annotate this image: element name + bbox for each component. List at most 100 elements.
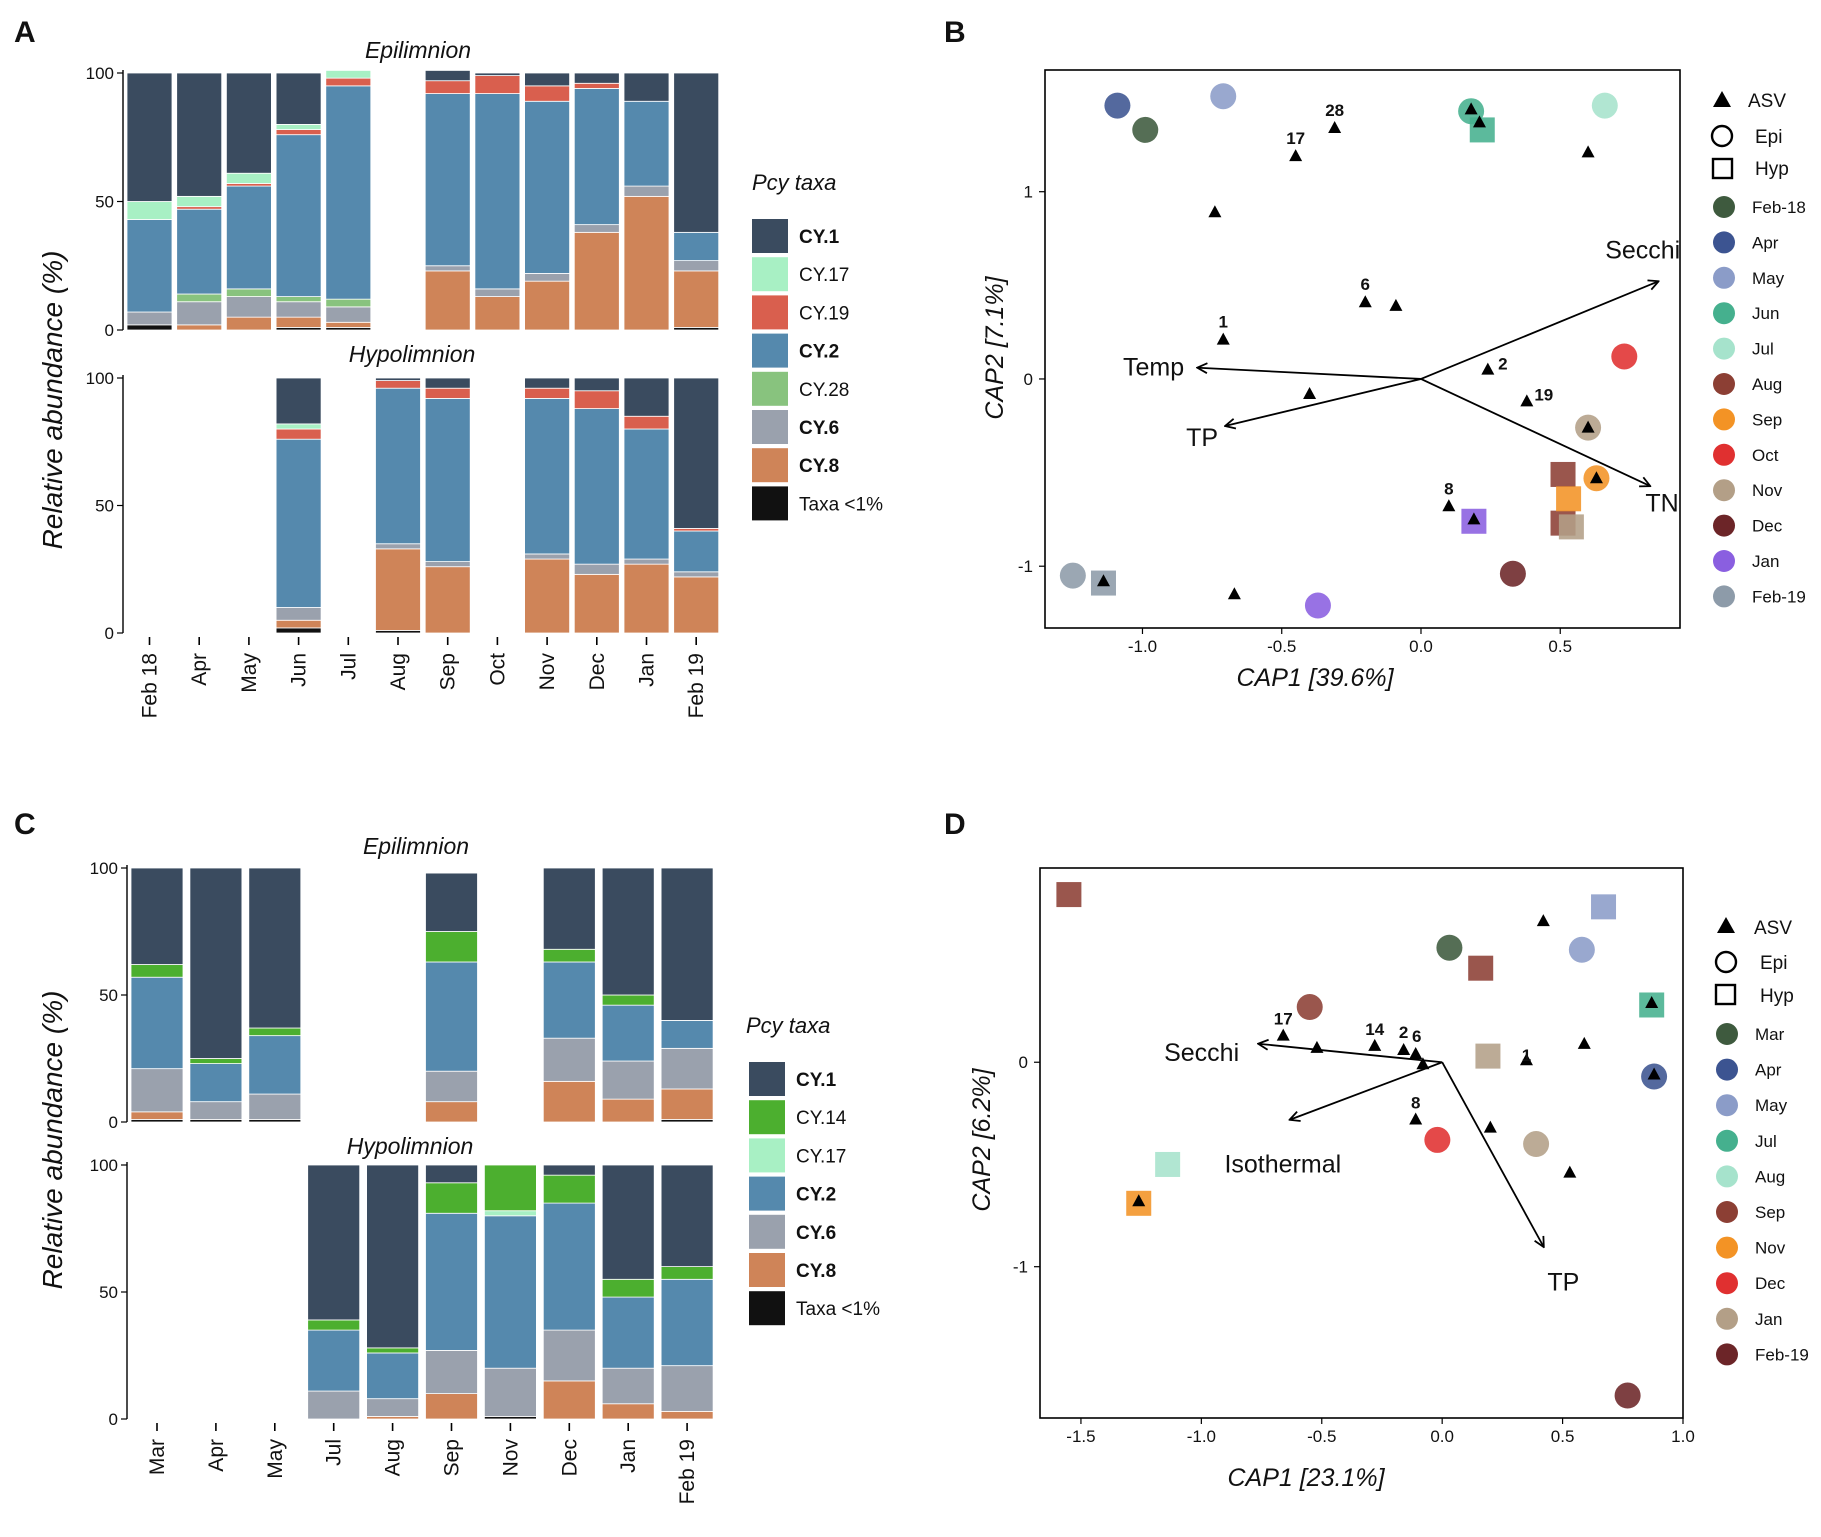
epi-bar-apr-cy-2 [189,1063,243,1103]
epi-bar-oct-cy-2 [474,93,521,290]
vector-label-secchi: Secchi [1605,237,1680,265]
x-tick-label: 1.0 [1671,1427,1695,1446]
asv-triangle-icon [1483,1120,1497,1133]
hyp-bar-jan-cy-19 [623,415,670,430]
panel-d-legend-hyp: Hyp [1760,986,1794,1007]
epi-bar-sep-cy-2 [424,93,471,267]
epi-bar-apr-cy-6 [189,1101,243,1120]
sample-epi-feb-19 [1614,1382,1641,1409]
legend-month-label-apr: Apr [1752,233,1779,252]
legend-month-dot-jul [1716,1129,1738,1152]
hyp-bar-nov-cy-17 [483,1210,537,1217]
asv-triangle-icon [1717,917,1735,933]
x-tick-label-apr: Apr [188,653,211,686]
legend-month-dot-jun [1713,302,1735,325]
epi-bar-feb-18-cy-2 [126,219,173,313]
epi-bar-jan-cy-1 [623,72,670,102]
epi-bar-may-cy-2 [225,185,272,290]
legend-month-label-feb-19: Feb-19 [1755,1345,1809,1364]
hyp-bar-jan-cy-6 [623,558,670,565]
epi-bar-feb-18-cy-17 [126,201,173,220]
epi-bar-jan-cy-6 [623,185,670,197]
epi-bar-jul-cy-2 [325,85,372,300]
sample-epi-may [1210,83,1237,110]
legend-month-dot-feb-19 [1713,585,1735,608]
y-tick-label: -1 [1013,1258,1028,1277]
x-tick-label-sep: Sep [437,653,460,690]
vector-tp [1226,378,1422,426]
asv-triangle-icon [1563,1165,1577,1178]
hyp-bar-jan-cy-6 [601,1367,655,1405]
epi-bar-sep-cy-8 [425,1101,478,1123]
asv-label: 8 [1411,1093,1420,1112]
legend-month-dot-aug [1716,1165,1738,1188]
asv-triangle-icon [1289,149,1303,162]
hyp-square-icon [1714,983,1737,1006]
asv-triangle-icon [1276,1028,1290,1041]
legend-label-cy-6: CY.6 [799,418,839,439]
asv-label: 6 [1412,1027,1421,1046]
asv-label: 1 [1522,1046,1531,1065]
panel-label-d: D [944,808,966,841]
hyp-bar-sep-cy-14 [425,1182,478,1214]
vector-label-tp: TP [1547,1268,1579,1296]
panel-b-cap-biplot: CAP1 [39.6%] CAP2 [7.1%] -1.0 -0.5 0.0 0.5-… [981,69,1806,692]
epi-bar-feb-19-cy-6 [673,260,720,272]
legend-label-cy-2: CY.2 [799,342,839,363]
asv-triangle-icon [1713,91,1731,107]
x-tick-label-feb-19: Feb 19 [676,1439,699,1504]
sample-hyp-sep [1556,486,1582,512]
epi-bar-jun-cy-19 [275,129,322,136]
x-tick-label: 0.0 [1430,1427,1454,1446]
sample-hyp-aug [1550,461,1576,487]
x-tick-label: -0.5 [1267,637,1296,656]
asv-triangle-icon [1227,587,1241,600]
epi-bar-sep-cy-2 [425,961,478,1072]
epi-bar-feb-19-cy-2 [660,1020,714,1049]
epi-bar-dec-cy-2 [542,961,596,1039]
hyp-bar-sep-cy-19 [424,387,471,399]
panel-a-y-axis-label: Relative abundance (%) [37,251,68,550]
sample-epi-feb-19 [1059,562,1086,589]
legend-month-label-aug: Aug [1755,1167,1785,1186]
epi-bar-may-cy-6 [225,296,272,318]
asv-label: 17 [1286,129,1305,148]
vector-label-isothermal: Isothermal [1224,1150,1341,1178]
hyp-bar-sep-cy-8 [425,1393,478,1420]
vector-label-secchi: Secchi [1164,1039,1239,1067]
epi-bar-may-cy-1 [225,72,272,174]
hyp-bar-jul-cy-2 [307,1329,361,1392]
legend-month-dot-aug [1713,373,1735,395]
asv-triangle-icon [1368,1038,1382,1051]
vector-secchi [1259,1044,1443,1064]
sample-epi-dec [1499,560,1526,587]
panel-a-legend: CY.1 CY.17 CY.19 CY.2 CY.28 CY.6 CY.8 Taxa <1% [752,219,883,521]
legend-month-dot-dec [1716,1272,1738,1295]
legend-month-label-may: May [1755,1096,1788,1115]
hyp-bar-aug-cy-14 [366,1347,420,1354]
hyp-bar-jun-cy-1 [275,377,322,425]
vector-label-tp: TP [1186,424,1218,452]
asv-triangle-icon [1581,420,1595,433]
epi-bar-feb-19-cy-8 [660,1088,714,1120]
epi-bar-jan-cy-14 [601,994,655,1006]
legend-month-dot-may [1716,1094,1738,1117]
epi-bar-nov-cy-19 [524,85,570,102]
hyp-bar-nov-cy-6 [483,1367,537,1417]
epi-bar-dec-cy-2 [573,88,620,226]
vector-tn [1420,378,1649,486]
epi-bar-nov-cy-1 [524,72,570,87]
panel-d-y-axis-label: CAP2 [6.2%] [968,1067,996,1211]
hyp-bar-jul-cy-14 [307,1319,361,1331]
legend-month-dot-feb-18 [1713,196,1735,218]
hyp-bar-nov-cy-6 [524,553,570,560]
legend-swatch-cy-2 [749,1176,785,1211]
vector-secchi [1420,282,1658,380]
hyp-bar-aug-cy-6 [375,543,421,550]
epi-bar-jul-cy-6 [325,306,372,323]
panel-d-legend-asv: ASV [1754,918,1792,939]
legend-month-label-feb-19: Feb-19 [1752,587,1806,606]
hyp-bar-aug-cy-2 [375,387,421,545]
legend-label-taxa-1: Taxa <1% [799,494,883,515]
